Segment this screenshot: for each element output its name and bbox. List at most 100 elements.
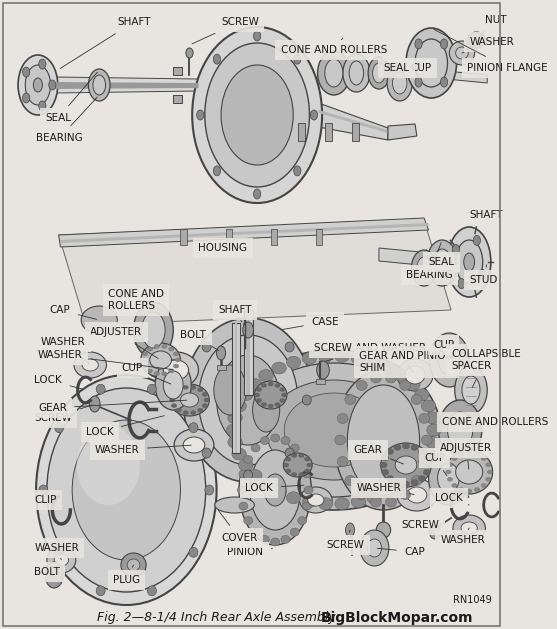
Ellipse shape <box>243 516 253 525</box>
Ellipse shape <box>163 360 189 380</box>
Text: SEAL: SEAL <box>426 250 455 267</box>
Ellipse shape <box>475 452 480 457</box>
Ellipse shape <box>232 400 246 412</box>
Text: CONE AND ROLLERS: CONE AND ROLLERS <box>442 417 549 430</box>
Ellipse shape <box>275 403 280 406</box>
Ellipse shape <box>239 435 311 545</box>
Ellipse shape <box>481 484 487 487</box>
Ellipse shape <box>45 562 63 588</box>
Ellipse shape <box>400 489 411 499</box>
Text: WASHER: WASHER <box>38 350 173 370</box>
Ellipse shape <box>456 460 483 484</box>
Ellipse shape <box>395 456 417 474</box>
Polygon shape <box>388 124 417 140</box>
Ellipse shape <box>458 452 464 457</box>
Ellipse shape <box>453 515 485 541</box>
Ellipse shape <box>143 364 148 368</box>
Ellipse shape <box>141 343 180 377</box>
Ellipse shape <box>93 75 106 95</box>
Text: SCREW: SCREW <box>192 17 259 44</box>
Ellipse shape <box>271 434 280 442</box>
Ellipse shape <box>89 69 110 101</box>
Ellipse shape <box>243 320 253 330</box>
Ellipse shape <box>192 27 322 203</box>
Ellipse shape <box>447 227 491 297</box>
Ellipse shape <box>143 352 148 356</box>
Ellipse shape <box>421 448 436 460</box>
Ellipse shape <box>170 384 209 416</box>
Text: CUP: CUP <box>402 61 432 73</box>
Ellipse shape <box>213 54 221 64</box>
Text: CUP: CUP <box>433 340 454 360</box>
Ellipse shape <box>376 522 390 538</box>
Ellipse shape <box>172 392 177 396</box>
Text: RN1049: RN1049 <box>453 595 492 605</box>
Bar <box>180 229 187 245</box>
Bar <box>243 310 253 395</box>
Ellipse shape <box>217 346 226 360</box>
Ellipse shape <box>239 470 248 478</box>
Ellipse shape <box>385 497 397 507</box>
Ellipse shape <box>447 477 453 481</box>
Ellipse shape <box>299 472 304 477</box>
Ellipse shape <box>300 487 332 513</box>
Ellipse shape <box>452 484 457 487</box>
Ellipse shape <box>382 362 396 374</box>
Ellipse shape <box>253 31 261 41</box>
Text: HOUSING: HOUSING <box>198 243 247 253</box>
Ellipse shape <box>411 394 422 404</box>
Ellipse shape <box>261 384 267 387</box>
Polygon shape <box>319 103 388 140</box>
Ellipse shape <box>456 240 483 284</box>
Ellipse shape <box>154 344 159 348</box>
Text: Fig. 2—8-1/4 Inch Rear Axle Assembly: Fig. 2—8-1/4 Inch Rear Axle Assembly <box>97 611 336 625</box>
Polygon shape <box>54 82 198 89</box>
Text: COVER: COVER <box>218 510 257 543</box>
Text: CLIP: CLIP <box>35 495 59 508</box>
Ellipse shape <box>261 403 267 406</box>
Ellipse shape <box>411 445 418 450</box>
Ellipse shape <box>148 586 157 596</box>
Ellipse shape <box>148 384 157 394</box>
Ellipse shape <box>268 382 273 386</box>
Text: BOLT: BOLT <box>35 567 60 577</box>
Ellipse shape <box>190 386 196 389</box>
Ellipse shape <box>186 48 193 58</box>
Polygon shape <box>58 220 451 325</box>
Ellipse shape <box>294 54 301 64</box>
Ellipse shape <box>345 476 356 486</box>
Ellipse shape <box>74 352 106 378</box>
Ellipse shape <box>176 388 182 392</box>
Ellipse shape <box>72 420 180 560</box>
Ellipse shape <box>382 469 389 476</box>
Bar <box>226 229 232 245</box>
Polygon shape <box>54 77 198 93</box>
Ellipse shape <box>449 41 475 65</box>
Ellipse shape <box>486 463 491 467</box>
Text: WASHER: WASHER <box>440 528 485 545</box>
Ellipse shape <box>479 269 486 279</box>
Bar <box>173 95 182 103</box>
Ellipse shape <box>394 479 401 486</box>
Ellipse shape <box>423 469 431 476</box>
Ellipse shape <box>247 379 262 391</box>
Text: LOCK: LOCK <box>86 416 164 437</box>
Ellipse shape <box>370 373 382 383</box>
Ellipse shape <box>382 486 396 498</box>
Ellipse shape <box>255 381 287 409</box>
Ellipse shape <box>202 392 208 396</box>
Ellipse shape <box>462 376 480 404</box>
Ellipse shape <box>387 476 394 481</box>
Ellipse shape <box>238 459 253 471</box>
Ellipse shape <box>348 385 419 495</box>
Ellipse shape <box>307 463 312 467</box>
Text: WASHER: WASHER <box>356 483 414 494</box>
Ellipse shape <box>250 450 300 530</box>
Ellipse shape <box>387 448 394 455</box>
Ellipse shape <box>286 457 291 461</box>
Text: SEAL: SEAL <box>45 72 97 123</box>
Text: COLLAPSIBLE
SPACER: COLLAPSIBLE SPACER <box>451 349 521 387</box>
Ellipse shape <box>47 547 76 573</box>
Text: WASHER: WASHER <box>95 445 191 455</box>
Ellipse shape <box>338 413 348 423</box>
